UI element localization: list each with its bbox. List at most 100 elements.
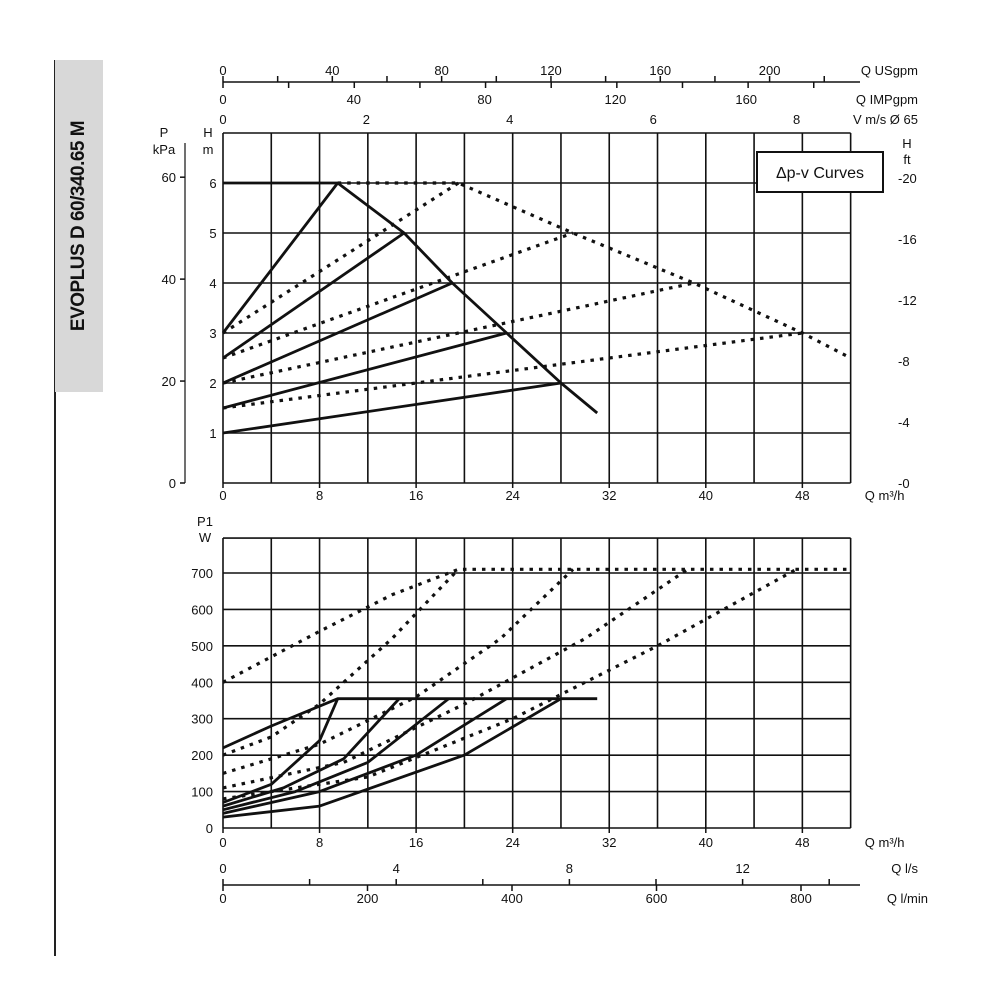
axis-label-x: Q m³/h: [865, 835, 905, 850]
tick-label-usgpm: 40: [325, 63, 339, 78]
tick-label-impgpm: 40: [347, 92, 361, 107]
tick-label-x: 40: [699, 835, 713, 850]
tick-label-h-m: 2: [209, 376, 216, 391]
tick-label-lmin: 400: [501, 891, 523, 906]
legend-box: [756, 151, 884, 193]
tick-label-p1: 400: [191, 675, 213, 690]
tick-label-p1: 700: [191, 566, 213, 581]
axis-label-x: Q m³/h: [865, 488, 905, 503]
power-curve-dotted-6: [222, 567, 851, 684]
tick-label-lmin: 600: [646, 891, 668, 906]
tick-label-velocity: 6: [650, 112, 657, 127]
tick-label-h-m: 1: [209, 426, 216, 441]
axis-label-h-right: H: [902, 136, 911, 151]
tick-label-lmin: 0: [219, 891, 226, 906]
power-curve-dotted-9: [222, 567, 689, 790]
tick-label-x: 24: [505, 835, 519, 850]
power-curve-solid-5: [222, 697, 562, 819]
model-label-box: EVOPLUS D 60/340.65 M: [55, 60, 103, 392]
tick-label-ls: 0: [219, 861, 226, 876]
axis-label-kpa: kPa: [153, 142, 176, 157]
tick-label-x: 32: [602, 835, 616, 850]
power-curve-solid-1: [222, 698, 339, 804]
dp-curve-dotted-7: [222, 181, 460, 335]
tick-label-usgpm: 80: [434, 63, 448, 78]
axis-label-m: m: [203, 142, 214, 157]
tick-label-ft: -20: [898, 171, 917, 186]
model-label: EVOPLUS D 60/340.65 M: [68, 120, 89, 332]
tick-label-lmin: 200: [357, 891, 379, 906]
tick-label-p1: 200: [191, 748, 213, 763]
tick-label-h-m: 5: [209, 226, 216, 241]
power-curve-dotted-10: [222, 567, 798, 801]
tick-label-x: 48: [795, 488, 809, 503]
axis-label-p: P: [160, 125, 169, 140]
tick-label-p1: 0: [206, 821, 213, 836]
tick-label-ft: -12: [898, 293, 917, 308]
tick-label-usgpm: 120: [540, 63, 562, 78]
tick-label-velocity: 2: [363, 112, 370, 127]
tick-label-x: 40: [699, 488, 713, 503]
power-curve-dotted-7: [222, 568, 460, 757]
tick-label-usgpm: 200: [759, 63, 781, 78]
left-border-line: [54, 60, 56, 956]
tick-label-x: 24: [505, 488, 519, 503]
dp-curve-solid-3: [222, 281, 453, 385]
tick-label-p1: 100: [191, 785, 213, 800]
tick-label-p1: 500: [191, 639, 213, 654]
tick-label-p1: 600: [191, 602, 213, 617]
dp-curve-solid-4: [222, 331, 507, 410]
tick-label-kpa: 20: [162, 374, 176, 389]
power-curve-dotted-8: [222, 568, 575, 775]
axis-label-w: W: [199, 530, 212, 545]
tick-label-kpa: 0: [169, 476, 176, 491]
power-curve-solid-2: [222, 697, 401, 808]
tick-label-ft: -4: [898, 415, 910, 430]
tick-label-ft: -16: [898, 232, 917, 247]
tick-label-x: 48: [795, 835, 809, 850]
tick-label-velocity: 8: [793, 112, 800, 127]
axis-label-usgpm: Q USgpm: [861, 63, 918, 78]
tick-label-x: 32: [602, 488, 616, 503]
dp-curve-solid-5: [222, 381, 562, 435]
tick-label-h-m: 3: [209, 326, 216, 341]
tick-label-impgpm: 120: [605, 92, 627, 107]
axis-label-velocity: V m/s Ø 65: [853, 112, 918, 127]
tick-label-ft: -0: [898, 476, 910, 491]
tick-label-velocity: 4: [506, 112, 513, 127]
tick-label-p1: 300: [191, 712, 213, 727]
tick-label-impgpm: 80: [477, 92, 491, 107]
dp-curve-solid-2: [222, 231, 405, 360]
dp-curve-dotted-8: [222, 231, 574, 360]
dp-curve-dotted-9: [222, 281, 695, 385]
tick-label-velocity: 0: [219, 112, 226, 127]
axis-label-ls: Q l/s: [891, 861, 918, 876]
tick-label-x: 8: [316, 488, 323, 503]
tick-label-kpa: 40: [162, 272, 176, 287]
axis-label-impgpm: Q IMPgpm: [856, 92, 918, 107]
tick-label-ls: 4: [393, 861, 400, 876]
dp-curve-dotted-10: [222, 331, 803, 410]
tick-label-x: 16: [409, 488, 423, 503]
tick-label-kpa: 60: [162, 170, 176, 185]
tick-label-x: 8: [316, 835, 323, 850]
axis-label-lmin: Q l/min: [887, 891, 928, 906]
axis-label-h: H: [203, 125, 212, 140]
tick-label-ft: -8: [898, 354, 910, 369]
legend-title: Δp-v Curves: [776, 165, 864, 182]
tick-label-usgpm: 0: [219, 63, 226, 78]
tick-label-h-m: 6: [209, 176, 216, 191]
tick-label-h-m: 4: [209, 276, 216, 291]
tick-label-x: 0: [219, 488, 226, 503]
dp-curve-solid-1: [221, 182, 339, 334]
power-curve-solid-3: [222, 697, 450, 812]
tick-label-usgpm: 160: [649, 63, 671, 78]
power-curve-solid-0: [222, 697, 598, 750]
tick-label-ls: 8: [566, 861, 573, 876]
tick-label-ls: 12: [735, 861, 749, 876]
axis-label-p1: P1: [197, 514, 213, 529]
tick-label-impgpm: 0: [219, 92, 226, 107]
dp-curve-dotted-6: [337, 181, 852, 360]
